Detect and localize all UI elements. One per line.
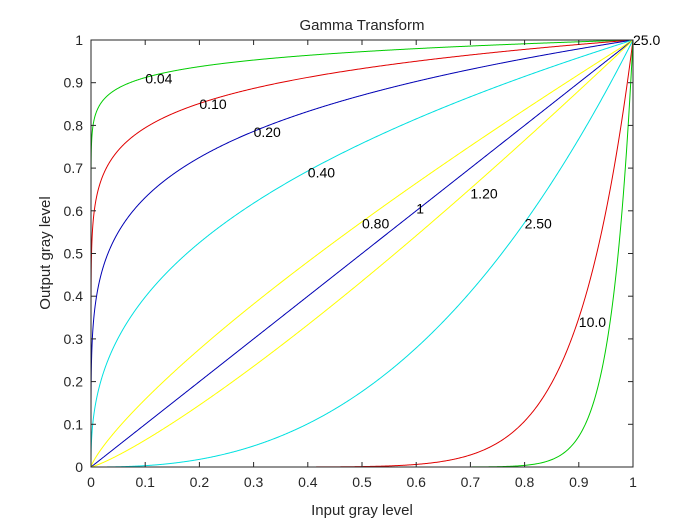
x-tick-label: 0.3 bbox=[244, 474, 264, 490]
curve-label-gamma-1-20: 1.20 bbox=[470, 186, 497, 202]
y-tick-label: 0.2 bbox=[64, 374, 84, 390]
curve-label-gamma-0-20: 0.20 bbox=[254, 124, 281, 140]
x-tick-label: 0.1 bbox=[135, 474, 155, 490]
chart-title: Gamma Transform bbox=[299, 17, 424, 34]
series-line-gamma-1-20 bbox=[90, 39, 634, 468]
series-line-gamma-0-10 bbox=[90, 39, 634, 467]
tick-layer: 0 0.1 0.2 0.3 0.4 0.5 0.6 0.7 0.8 0.9 1 0 0.1 0.2 0.3 0… bbox=[64, 32, 638, 490]
series-line-gamma-0-80 bbox=[90, 39, 634, 468]
y-tick-label: 0.5 bbox=[64, 246, 84, 262]
series-line-gamma-0-20 bbox=[90, 39, 634, 467]
y-tick-label: 0.8 bbox=[64, 117, 84, 133]
y-tick-label: 0.6 bbox=[64, 203, 84, 219]
y-tick-label: 0.4 bbox=[64, 288, 84, 304]
y-tick-label: 0.9 bbox=[64, 75, 84, 91]
curve-label-gamma-25-0: 25.0 bbox=[633, 32, 660, 48]
y-tick-label: 0.1 bbox=[64, 416, 84, 432]
curve-label-layer: 0.04 0.10 0.20 0.40 0.80 1 1.20 2.50 10.0 25.0 bbox=[145, 32, 660, 330]
series-line-gamma-1 bbox=[90, 39, 634, 468]
y-tick-label: 0.7 bbox=[64, 160, 84, 176]
x-tick-label: 0.7 bbox=[461, 474, 481, 490]
curve-label-gamma-0-80: 0.80 bbox=[362, 216, 389, 232]
curve-label-gamma-0-40: 0.40 bbox=[308, 164, 335, 180]
x-tick-label: 0.6 bbox=[406, 474, 426, 490]
curve-label-gamma-0-10: 0.10 bbox=[199, 96, 226, 112]
x-tick-label: 0 bbox=[87, 474, 95, 490]
y-tick-label: 0 bbox=[75, 459, 83, 475]
curve-label-gamma-2-50: 2.50 bbox=[525, 216, 552, 232]
curve-label-gamma-0-04: 0.04 bbox=[145, 70, 172, 86]
x-tick-label: 0.9 bbox=[569, 474, 589, 490]
x-tick-label: 1 bbox=[629, 474, 637, 490]
x-tick-label: 0.8 bbox=[515, 474, 535, 490]
y-axis-label: Output gray level bbox=[37, 196, 54, 309]
y-tick-label: 1 bbox=[75, 32, 83, 48]
x-axis-label: Input gray level bbox=[311, 502, 413, 519]
x-tick-label: 0.2 bbox=[190, 474, 210, 490]
y-tick-label: 0.3 bbox=[64, 331, 84, 347]
x-tick-label: 0.5 bbox=[352, 474, 372, 490]
curve-label-gamma-1: 1 bbox=[416, 201, 424, 217]
curve-label-gamma-10-0: 10.0 bbox=[579, 314, 606, 330]
x-tick-label: 0.4 bbox=[298, 474, 318, 490]
series-line-gamma-0-04 bbox=[90, 39, 634, 467]
series-line-gamma-0-40 bbox=[90, 39, 634, 467]
